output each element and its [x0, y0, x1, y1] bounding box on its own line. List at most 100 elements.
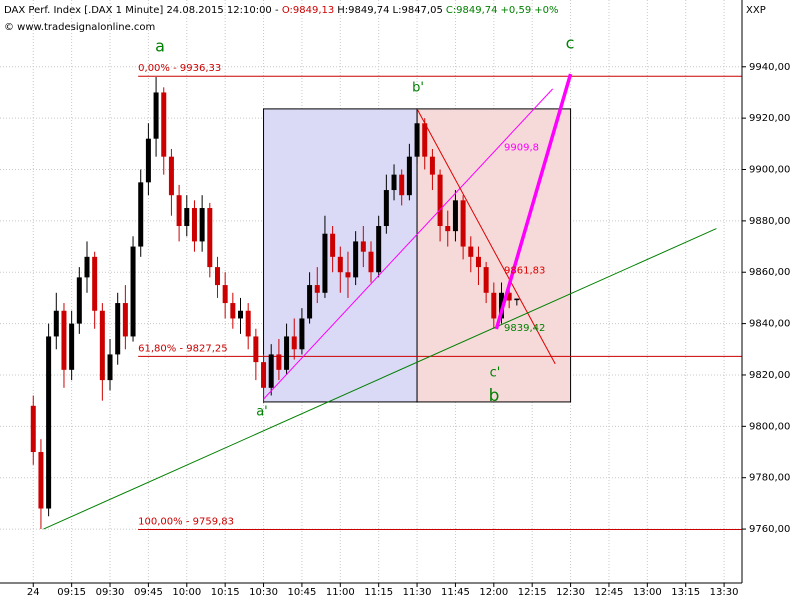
candle-body [69, 323, 75, 370]
candle-body [84, 256, 90, 278]
trendline [494, 73, 573, 330]
x-tick-label: 09:30 [96, 587, 125, 598]
candle-body [452, 200, 458, 232]
y-tick-label: 9880,00 [749, 216, 790, 227]
candle-body [176, 195, 182, 227]
quote-label: L:9847,05 [393, 5, 443, 16]
candle-body [376, 226, 382, 273]
quote-label: +0% [534, 5, 558, 16]
x-tick-label: 09:15 [57, 587, 86, 598]
y-tick-label: 9840,00 [749, 319, 790, 330]
y-tick-label: 9820,00 [749, 370, 790, 381]
candle-body [145, 138, 151, 183]
candle-body [345, 272, 351, 278]
candle-body [122, 303, 128, 337]
candle-body [238, 310, 244, 319]
candle-body [414, 123, 420, 157]
x-tick-label: 11:15 [364, 587, 393, 598]
x-tick-label: 12:30 [556, 587, 585, 598]
candle-body [230, 303, 236, 319]
y-tick-label: 9920,00 [749, 113, 790, 124]
fib-label: 61,80% - 9827,25 [138, 343, 227, 354]
candle-body [437, 174, 443, 227]
y-tick-label: 9800,00 [749, 421, 790, 432]
candle-body [46, 336, 52, 509]
candle-body [138, 182, 144, 247]
candle-body [107, 354, 113, 381]
candle-body [475, 256, 481, 268]
candle-body [38, 452, 44, 509]
candle-body [429, 156, 435, 175]
candle-body [445, 226, 451, 232]
fib-label: 100,00% - 9759,83 [138, 517, 234, 528]
candle-body [253, 336, 259, 363]
x-tick-label: 12:45 [595, 587, 624, 598]
candle-body [514, 298, 520, 301]
x-tick-label: 24 [27, 587, 40, 598]
wave-label: c' [490, 366, 501, 381]
price-label: 9839,42 [504, 323, 545, 334]
candle-body [115, 303, 121, 355]
candle-body [399, 174, 405, 196]
candle-body [284, 336, 290, 370]
candle-body [353, 241, 359, 278]
quote-label: C:9849,74 [446, 5, 498, 16]
candle-body [276, 354, 282, 370]
candle-body [506, 292, 512, 301]
candle-body [391, 174, 397, 191]
candle-body [261, 362, 267, 388]
quote-label: +0,59 [501, 5, 532, 16]
candle-body [92, 256, 98, 311]
wave-label: b [489, 386, 500, 406]
x-tick-label: 13:00 [633, 587, 662, 598]
candle-body [30, 405, 36, 453]
candle-body [245, 310, 251, 337]
candle-body [191, 208, 197, 242]
candle-body [130, 246, 136, 337]
wave-label: c [566, 34, 575, 53]
candle-body [199, 208, 205, 242]
wave-label: a' [256, 405, 268, 420]
main-layer: 9760,00 9780,00 9800,00 9820,00 9840,00 9860,… [27, 34, 790, 599]
x-tick-label: 13:30 [710, 587, 739, 598]
x-tick-label: 10:45 [288, 587, 317, 598]
candle-body [307, 285, 313, 319]
price-label: 9861,83 [504, 266, 545, 277]
candle-body [422, 123, 428, 157]
candle-body [483, 267, 489, 293]
x-tick-label: 11:30 [403, 587, 432, 598]
chart-title: DAX Perf. Index [.DAX 1 Minute] 24.08.20… [4, 5, 279, 16]
candle-body [468, 246, 474, 257]
candle-body [491, 292, 497, 319]
x-tick-label: 11:45 [441, 587, 470, 598]
header: DAX Perf. Index [.DAX 1 Minute] 24.08.20… [4, 5, 558, 16]
candle-body [291, 336, 297, 350]
candle-body [222, 285, 228, 304]
candle-body [214, 267, 220, 286]
candle-body [99, 310, 105, 381]
candle-body [368, 251, 374, 273]
source: © www.tradesignalonline.com [4, 22, 155, 33]
candle-body [460, 200, 466, 247]
candle-body [337, 256, 343, 273]
candle-body [360, 241, 366, 252]
x-tick-label: 12:15 [518, 587, 547, 598]
candle-body [322, 233, 328, 293]
fib-label: 0,00% - 9936,33 [138, 63, 221, 74]
trendline [43, 228, 717, 530]
x-tick-label: 12:00 [479, 587, 508, 598]
y-tick-label: 9760,00 [749, 524, 790, 535]
price-label: 9909,8 [504, 142, 539, 153]
candle-body [168, 156, 174, 196]
x-tick-label: 11:00 [326, 587, 355, 598]
y-tick-label: 9900,00 [749, 165, 790, 176]
candle-body [406, 156, 412, 196]
candle-body [153, 92, 159, 139]
y-tick-label: 9940,00 [749, 62, 790, 73]
corner-label: XXP [746, 5, 766, 16]
wave-label: a [155, 37, 165, 56]
x-tick-label: 13:15 [671, 587, 700, 598]
x-tick-label: 10:00 [172, 587, 201, 598]
candle-body [314, 285, 320, 293]
candle-body [330, 233, 336, 257]
